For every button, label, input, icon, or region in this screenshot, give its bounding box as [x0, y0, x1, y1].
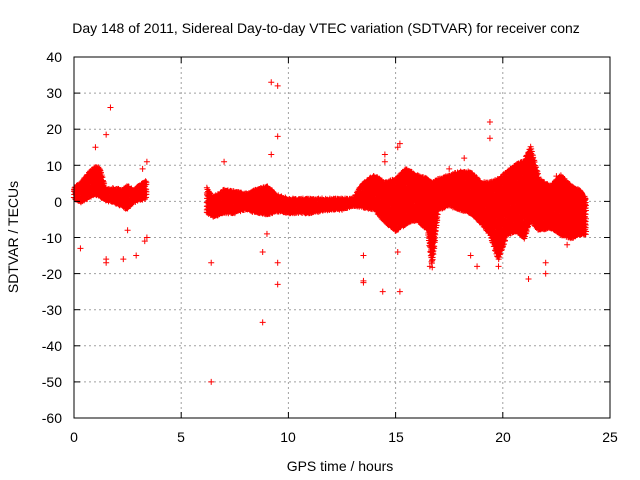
data-point: [143, 186, 150, 193]
data-point: [97, 169, 104, 176]
data-point: [100, 178, 107, 185]
data-point: [96, 166, 103, 173]
data-point: [142, 178, 149, 185]
data-point: [99, 174, 106, 181]
data-point: [101, 180, 108, 187]
data-point: [143, 179, 150, 186]
grid-lines: [74, 57, 610, 418]
data-points: [70, 79, 589, 385]
